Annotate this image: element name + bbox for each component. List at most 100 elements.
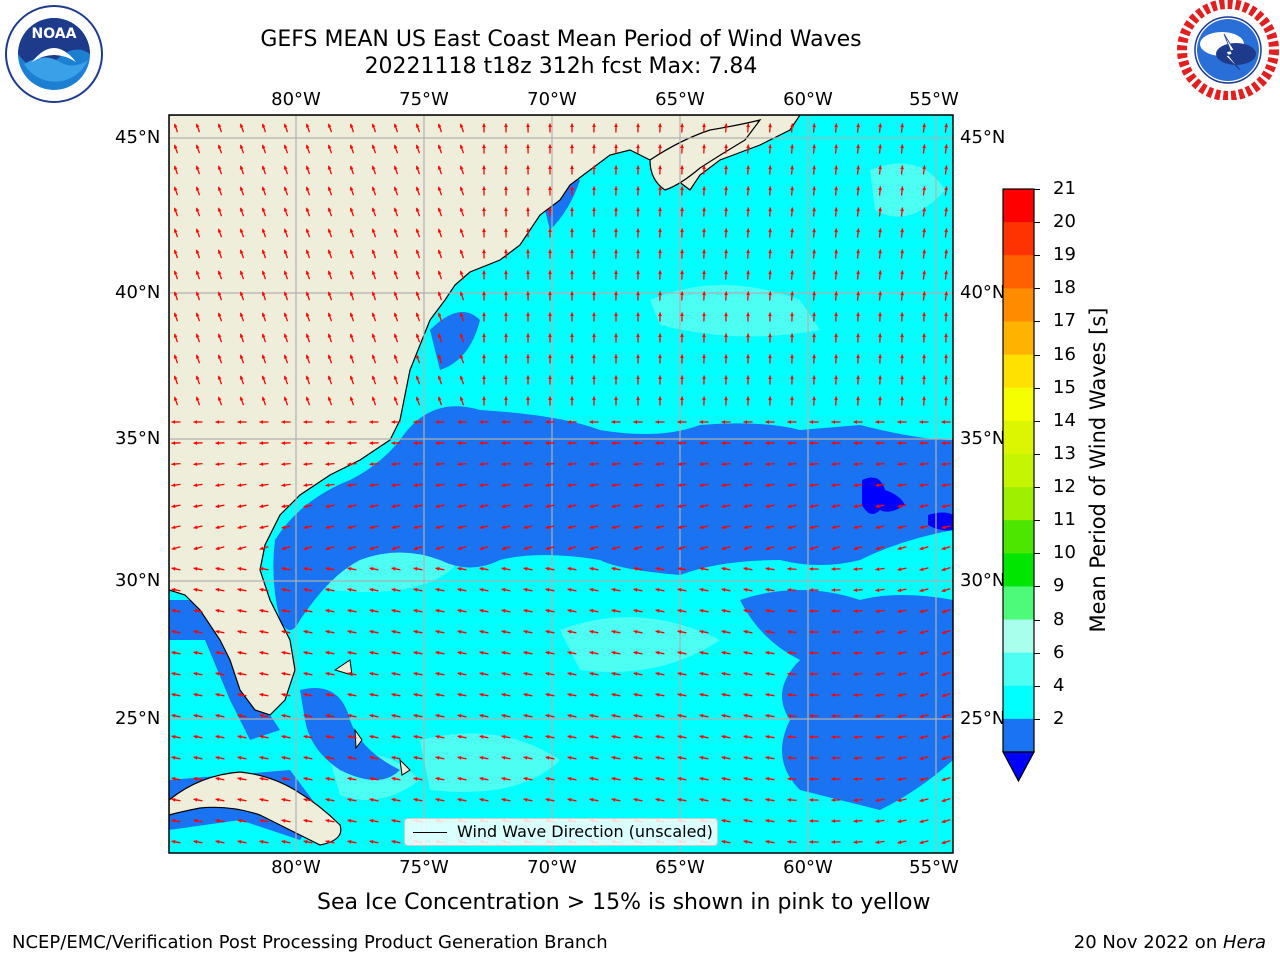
wave-vector-head bbox=[325, 650, 330, 655]
wave-vector-head bbox=[237, 525, 242, 530]
wave-vector-head bbox=[831, 819, 836, 823]
wave-vector-head bbox=[636, 396, 640, 400]
wave-vector-head bbox=[592, 249, 596, 253]
wave-vector-head bbox=[215, 566, 220, 571]
wave-vector-head bbox=[875, 588, 880, 592]
wave-vector-head bbox=[897, 693, 902, 698]
wave-vector-head bbox=[482, 228, 486, 233]
wave-vector-head bbox=[371, 228, 376, 233]
wave-vector-head bbox=[457, 692, 462, 697]
wave-vector-head bbox=[391, 797, 396, 802]
wave-vector-head bbox=[413, 692, 418, 697]
wave-vector-head bbox=[680, 333, 684, 337]
wave-vector-head bbox=[391, 713, 396, 718]
wave-vector-head bbox=[413, 713, 418, 718]
wave-vector-head bbox=[900, 396, 904, 401]
colorbar-tick-mark bbox=[1034, 685, 1040, 687]
wave-vector-head bbox=[281, 587, 286, 592]
wave-vector-head bbox=[658, 123, 662, 128]
wave-vector-head bbox=[809, 630, 814, 634]
wave-vector-head bbox=[636, 354, 640, 358]
wave-vector-head bbox=[347, 650, 352, 655]
wave-vector-head bbox=[303, 650, 308, 655]
wave-vector-head bbox=[457, 629, 462, 634]
wave-vector-head bbox=[856, 396, 860, 401]
wave-vector-head bbox=[237, 839, 242, 844]
wave-vector-head bbox=[834, 186, 838, 191]
colorbar-cell bbox=[1003, 453, 1034, 488]
wave-vector-head bbox=[768, 312, 772, 317]
wave-vector-head bbox=[303, 755, 308, 760]
wave-vector-head bbox=[327, 312, 332, 317]
wave-vector-head bbox=[856, 144, 860, 149]
wave-vector-head bbox=[325, 734, 330, 739]
wave-vector-head bbox=[545, 671, 550, 676]
colorbar-tick-label: 2 bbox=[1053, 707, 1065, 729]
wave-vector-head bbox=[570, 333, 574, 337]
wave-vector-head bbox=[259, 776, 264, 781]
wave-vector-head bbox=[787, 840, 792, 844]
wave-vector-head bbox=[349, 291, 354, 296]
wave-vector-head bbox=[614, 375, 618, 379]
wave-vector-head bbox=[371, 207, 376, 212]
wave-vector-head bbox=[567, 713, 572, 718]
wave-vector-head bbox=[875, 462, 880, 466]
wave-vector-head bbox=[371, 312, 376, 317]
wave-vector-head bbox=[611, 420, 615, 424]
wave-vector-head bbox=[349, 396, 354, 401]
footer-date: 20 Nov 2022 on Hera bbox=[1074, 932, 1266, 953]
wave-vector-head bbox=[878, 123, 882, 128]
wave-vector-head bbox=[856, 207, 860, 212]
wave-vector-head bbox=[369, 839, 374, 844]
wave-vector-head bbox=[856, 312, 860, 317]
wave-vector-head bbox=[325, 441, 330, 445]
wave-vector-head bbox=[702, 354, 706, 358]
wave-vector-head bbox=[259, 650, 264, 655]
wave-vector-head bbox=[435, 629, 440, 634]
wave-vector-head bbox=[812, 123, 816, 128]
wave-vector-head bbox=[831, 441, 836, 445]
colorbar-frame bbox=[1002, 188, 1035, 753]
wave-vector-head bbox=[944, 291, 948, 296]
wave-vector-head bbox=[721, 734, 726, 739]
wave-vector-head bbox=[457, 671, 462, 676]
wave-vector-head bbox=[831, 798, 836, 802]
wave-vector-head bbox=[944, 207, 948, 212]
wave-vector-head bbox=[636, 207, 640, 212]
wave-vector-head bbox=[897, 420, 901, 424]
wave-vector-head bbox=[658, 144, 662, 149]
wave-vector-head bbox=[171, 441, 176, 445]
wave-vector-head bbox=[853, 693, 858, 697]
wave-vector-head bbox=[548, 249, 552, 253]
wave-vector-head bbox=[809, 777, 814, 781]
wave-vector-head bbox=[415, 228, 420, 233]
wave-vector-head bbox=[611, 713, 616, 718]
wave-vector-head bbox=[171, 713, 176, 718]
wave-vector-head bbox=[171, 776, 176, 781]
wave-vector-head bbox=[413, 776, 418, 781]
wave-vector-head bbox=[765, 756, 770, 760]
wave-vector-head bbox=[305, 123, 310, 128]
wave-vector-head bbox=[347, 420, 351, 424]
lat-label-right-40n: 40°N bbox=[960, 282, 1006, 303]
wave-vector-head bbox=[545, 797, 550, 802]
wave-vector-head bbox=[743, 587, 748, 592]
wave-vector-head bbox=[941, 840, 946, 845]
wave-vector-head bbox=[305, 396, 310, 401]
wave-vector-head bbox=[746, 312, 750, 317]
map-frame bbox=[168, 114, 954, 854]
wave-vector-head bbox=[215, 692, 220, 697]
wave-vector-head bbox=[435, 483, 440, 487]
wave-vector-head bbox=[415, 312, 420, 317]
wave-vector-head bbox=[526, 207, 530, 211]
wave-vector-head bbox=[658, 354, 662, 358]
wave-vector-head bbox=[193, 525, 198, 530]
wave-vector-head bbox=[677, 734, 682, 739]
wave-vector-head bbox=[523, 776, 528, 781]
wave-vector-head bbox=[655, 483, 660, 487]
wave-vector-head bbox=[944, 186, 948, 191]
wave-vector-head bbox=[743, 755, 748, 760]
wave-vector-head bbox=[875, 504, 880, 509]
wave-vector-head bbox=[501, 713, 506, 718]
wave-vector-head bbox=[545, 504, 550, 509]
